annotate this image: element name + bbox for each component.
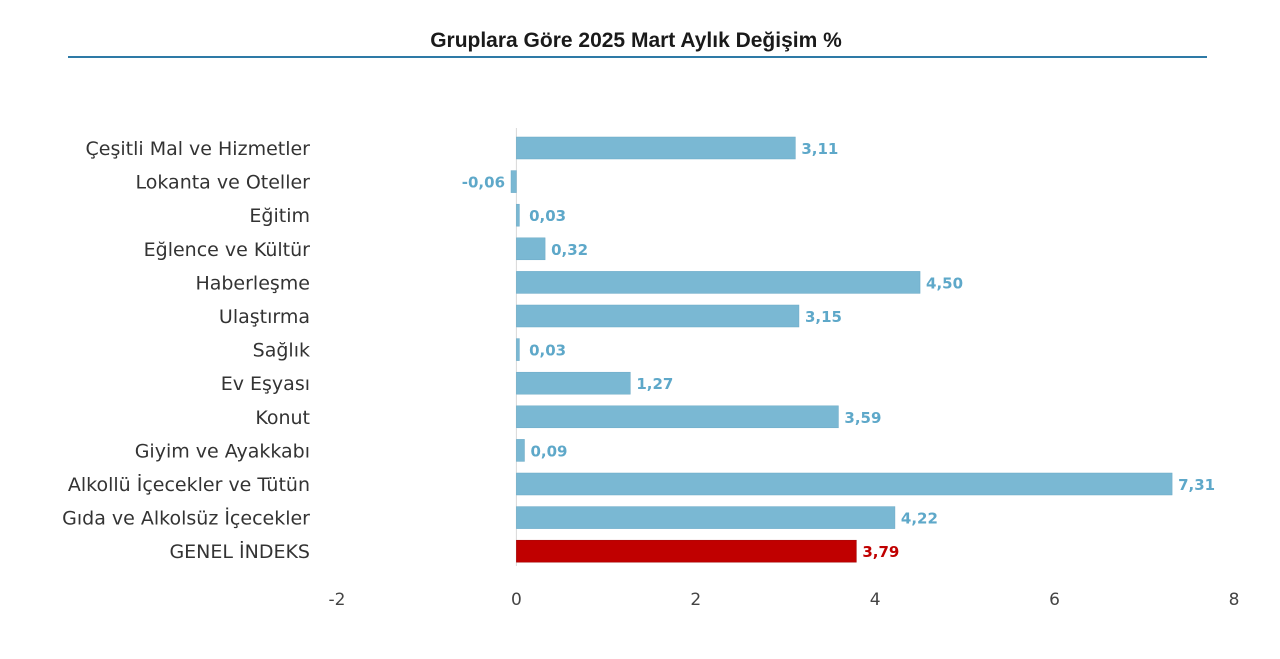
value-label: 0,32 (551, 241, 588, 259)
value-label: 7,31 (1178, 476, 1215, 494)
category-label: Haberleşme (195, 272, 310, 294)
labels-layer: Çeşitli Mal ve Hizmetler 3,11 Lokanta ve O… (62, 138, 1215, 563)
x-axis: -2 0 2 4 6 8 (329, 590, 1240, 610)
category-label: Alkollü İçecekler ve Tütün (68, 473, 310, 496)
value-label: 1,27 (636, 375, 673, 393)
bar (516, 203, 520, 227)
category-label: Sağlık (253, 340, 310, 362)
x-tick-label: 6 (1049, 590, 1060, 610)
bars-layer (510, 128, 1173, 566)
category-label: Eğitim (249, 205, 310, 227)
bar (516, 405, 839, 429)
category-label: Ulaştırma (219, 306, 310, 328)
value-label: 4,22 (901, 510, 938, 528)
bar (516, 304, 800, 328)
bar (516, 136, 796, 160)
value-label: 0,03 (529, 342, 566, 360)
bar (516, 338, 520, 361)
value-label: 3,15 (805, 308, 842, 326)
value-label: 3,79 (862, 543, 899, 561)
value-label: 0,03 (529, 207, 566, 225)
category-label: GENEL İNDEKS (169, 540, 310, 563)
category-label: Lokanta ve Oteller (136, 172, 311, 194)
chart-title: Gruplara Göre 2025 Mart Aylık Değişim % (430, 29, 842, 52)
bar (516, 472, 1173, 496)
category-label: Eğlence ve Kültür (144, 239, 311, 261)
x-tick-label: 2 (690, 590, 701, 610)
value-label: -0,06 (462, 174, 505, 192)
category-label: Çeşitli Mal ve Hizmetler (86, 138, 311, 160)
bar (516, 237, 546, 261)
category-label: Giyim ve Ayakkabı (135, 440, 310, 462)
bar (516, 506, 896, 529)
bar (516, 371, 631, 395)
category-label: Gıda ve Alkolsüz İçecekler (62, 507, 310, 530)
bar (510, 170, 517, 193)
bar-highlight (516, 539, 857, 563)
value-label: 0,09 (530, 442, 567, 460)
x-tick-label: -2 (329, 590, 346, 610)
value-label: 4,50 (926, 274, 963, 292)
bar (516, 439, 525, 462)
x-tick-label: 0 (511, 590, 522, 610)
category-label: Konut (255, 407, 310, 429)
x-tick-label: 8 (1229, 590, 1240, 610)
x-tick-label: 4 (870, 590, 881, 610)
value-label: 3,59 (844, 409, 881, 427)
category-label: Ev Eşyası (221, 373, 310, 395)
value-label: 3,11 (801, 140, 838, 158)
bar (516, 271, 921, 294)
